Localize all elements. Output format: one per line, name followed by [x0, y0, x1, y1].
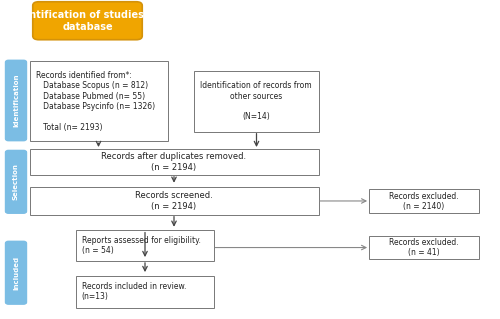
FancyBboxPatch shape	[30, 61, 168, 141]
Text: Identification of records from
other sources

(N=14): Identification of records from other sou…	[200, 81, 312, 122]
FancyBboxPatch shape	[32, 2, 142, 40]
Text: Records included in review.
(n=13): Records included in review. (n=13)	[82, 282, 186, 301]
FancyBboxPatch shape	[6, 241, 26, 304]
Text: Selection: Selection	[13, 163, 19, 200]
FancyBboxPatch shape	[368, 236, 479, 259]
FancyBboxPatch shape	[194, 71, 319, 132]
FancyBboxPatch shape	[368, 189, 479, 213]
Text: Identification of studies via
database: Identification of studies via database	[12, 10, 164, 32]
Text: Records after duplicates removed.
(n = 2194): Records after duplicates removed. (n = 2…	[102, 152, 246, 172]
Text: Records screened.
(n = 2194): Records screened. (n = 2194)	[135, 191, 213, 211]
Text: Records identified from*:
   Database Scopus (n = 812)
   Database Pubmed (n= 55: Records identified from*: Database Scopu…	[36, 71, 155, 132]
FancyBboxPatch shape	[76, 230, 214, 261]
FancyBboxPatch shape	[30, 149, 319, 175]
Text: Included: Included	[13, 256, 19, 290]
Text: Identification: Identification	[13, 74, 19, 127]
Text: Reports assessed for eligibility.
(n = 54): Reports assessed for eligibility. (n = 5…	[82, 236, 200, 255]
FancyBboxPatch shape	[6, 60, 26, 141]
FancyBboxPatch shape	[76, 276, 214, 308]
Text: Records excluded.
(n = 2140): Records excluded. (n = 2140)	[389, 192, 458, 211]
Text: Records excluded.
(n = 41): Records excluded. (n = 41)	[389, 238, 458, 257]
FancyBboxPatch shape	[30, 187, 319, 215]
FancyBboxPatch shape	[6, 151, 26, 213]
